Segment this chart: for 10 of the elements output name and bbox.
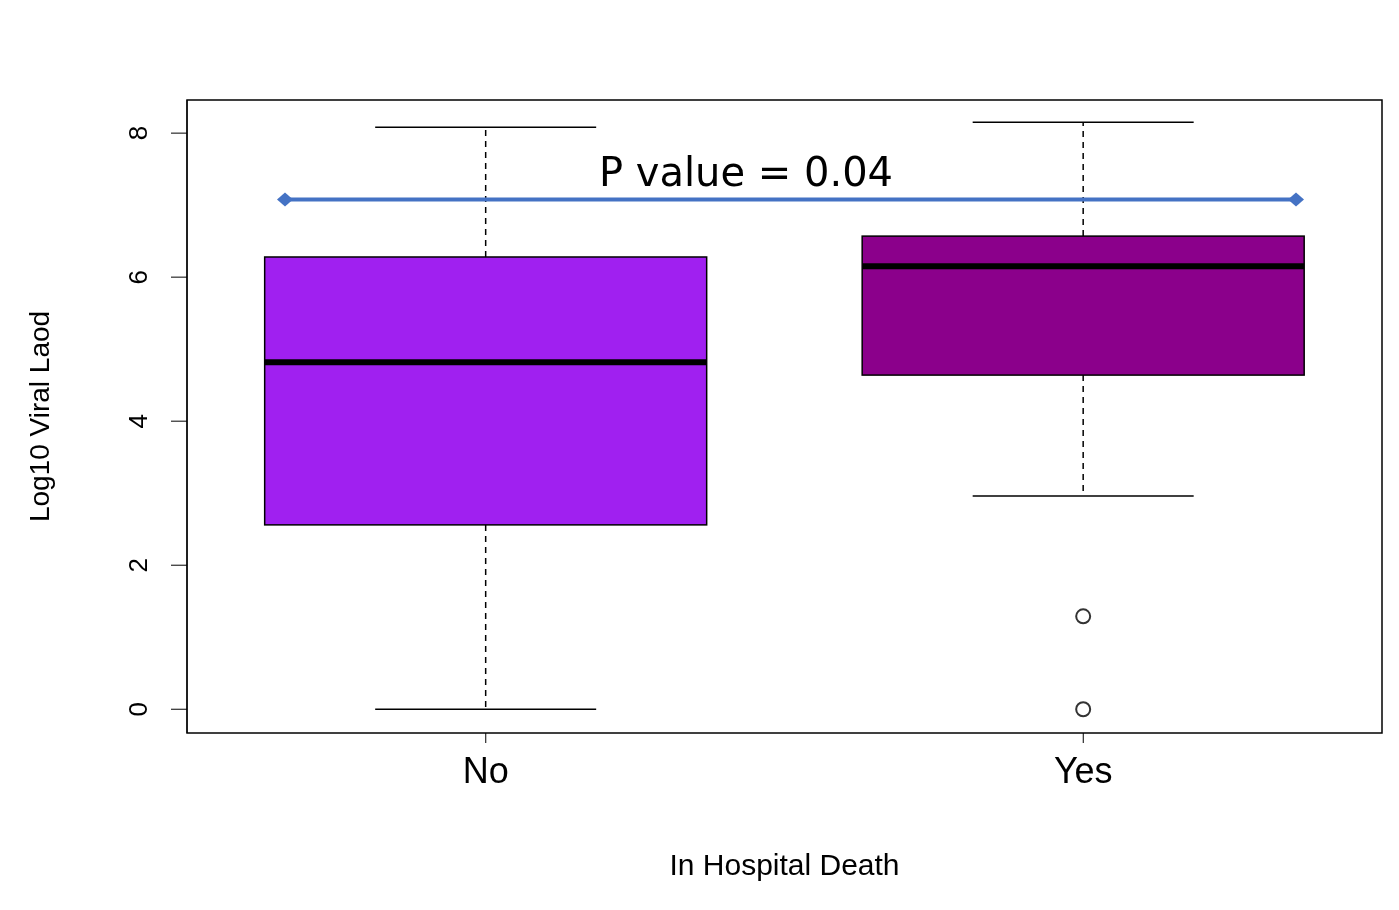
y-tick-label: 6 [123,269,153,285]
x-tick-label: Yes [1053,749,1113,791]
x-axis-title: In Hospital Death [669,848,900,881]
y-tick-label: 2 [123,557,153,573]
annotation: P value = 0.04 [598,149,894,195]
y-tick-label: 4 [123,413,153,429]
x-tick-label: No [462,749,509,791]
y-tick-label: 8 [123,125,153,141]
y-tick-label: 0 [123,702,153,717]
y-axis-title: Log10 Viral Laod [23,310,55,523]
